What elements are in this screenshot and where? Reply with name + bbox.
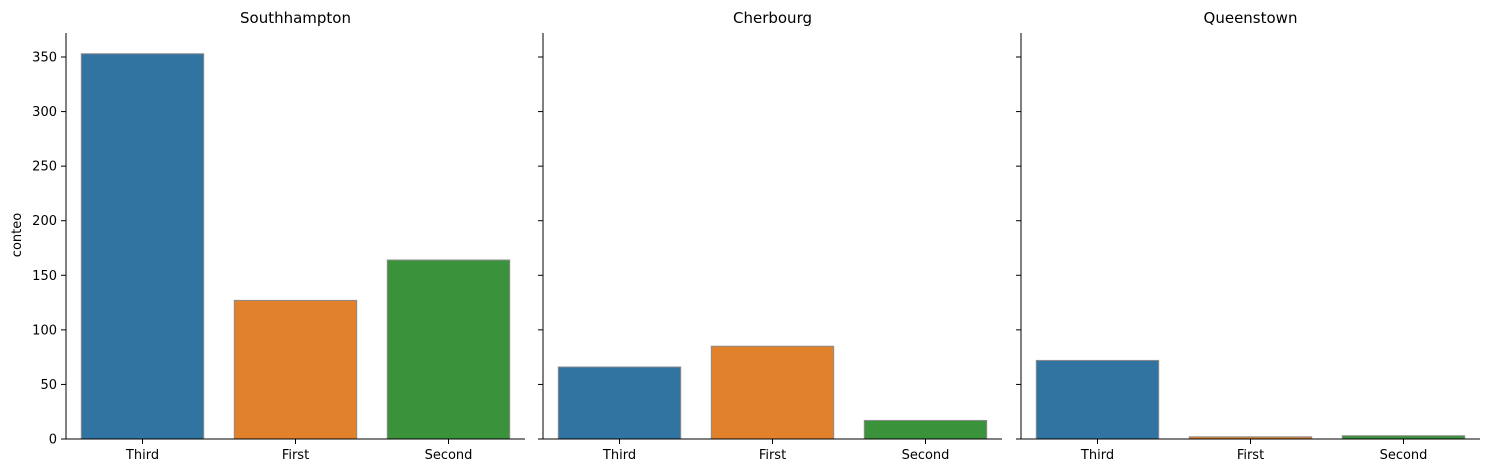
x-tick-label: Second <box>425 448 473 463</box>
panel-title: Queenstown <box>1204 9 1298 27</box>
panel-title: Cherbourg <box>733 9 812 27</box>
y-tick-label: 350 <box>32 51 57 66</box>
x-tick-label: Second <box>902 448 950 463</box>
y-tick-label: 150 <box>32 269 57 284</box>
bar-third <box>1035 359 1160 440</box>
bar-second <box>863 419 988 440</box>
bar-third <box>557 366 682 440</box>
bar-third <box>80 53 205 440</box>
x-tick-label: First <box>1237 448 1264 463</box>
x-tick-label: Third <box>125 448 159 463</box>
x-tick-label: First <box>282 448 309 463</box>
y-tick-label: 300 <box>32 105 57 120</box>
y-axis-label: conteo <box>10 213 25 257</box>
y-tick-label: 200 <box>32 214 57 229</box>
y-tick-label: 0 <box>49 433 57 448</box>
x-tick-label: First <box>759 448 786 463</box>
x-tick-label: Third <box>602 448 636 463</box>
panel-southhampton: Southhampton Third First Second 0 50 100 150 200… <box>32 9 525 463</box>
x-tick-label: Second <box>1380 448 1428 463</box>
bar-first <box>233 299 358 440</box>
bar-second <box>386 259 511 440</box>
y-tick-label: 50 <box>40 378 57 393</box>
y-tick-label: 250 <box>32 160 57 175</box>
panel-queenstown: Queenstown Third First Second <box>1016 9 1480 463</box>
panel-title: Southhampton <box>240 9 351 27</box>
panel-cherbourg: Cherbourg Third First Second <box>538 9 1002 463</box>
x-tick-label: Third <box>1080 448 1114 463</box>
bar-first <box>710 345 835 440</box>
y-tick-label: 100 <box>32 323 57 338</box>
